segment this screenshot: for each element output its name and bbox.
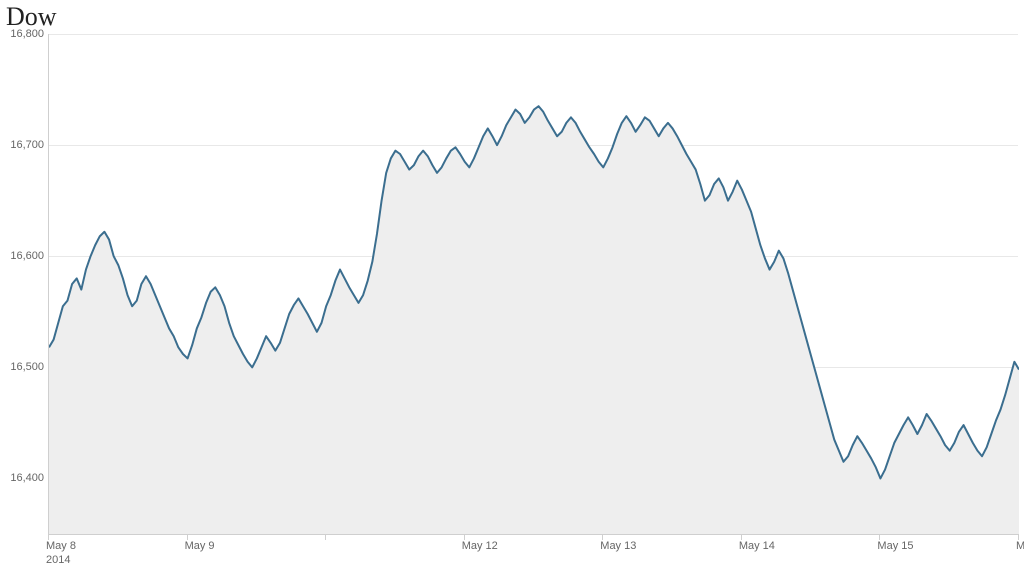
x-tick-label: May 15 — [877, 540, 913, 552]
plot-area — [48, 34, 1019, 535]
x-tick-label: May 14 — [739, 540, 775, 552]
y-tick-label: 16,600 — [0, 250, 44, 262]
y-tick-label: 16,800 — [0, 28, 44, 40]
y-tick-label: 16,400 — [0, 472, 44, 484]
x-year-label: 2014 — [46, 554, 70, 566]
line-chart-svg — [49, 34, 1019, 534]
y-tick-label: 16,700 — [0, 139, 44, 151]
x-tick-label: May 16 — [1016, 540, 1024, 552]
x-tick-label: May 8 — [46, 540, 76, 552]
chart-container: Dow 16,40016,50016,60016,70016,800 May 8… — [0, 0, 1024, 576]
y-tick-label: 16,500 — [0, 361, 44, 373]
x-tick-label: May 9 — [185, 540, 215, 552]
x-tick-label: May 12 — [462, 540, 498, 552]
area-fill — [49, 106, 1019, 534]
x-tick-label: May 13 — [600, 540, 636, 552]
